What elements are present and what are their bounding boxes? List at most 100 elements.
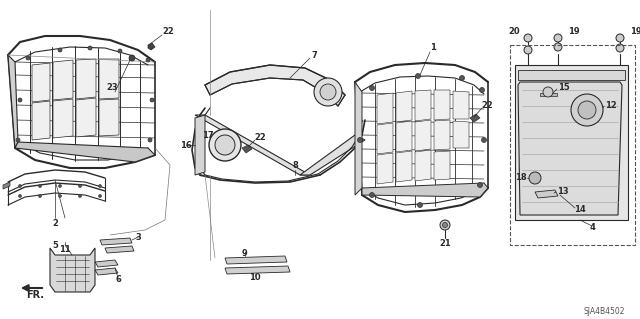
Polygon shape	[76, 59, 96, 99]
Polygon shape	[32, 101, 50, 140]
Text: 23: 23	[106, 84, 118, 93]
Polygon shape	[396, 91, 412, 122]
Circle shape	[79, 195, 81, 197]
Circle shape	[146, 58, 150, 62]
Text: 14: 14	[574, 205, 586, 214]
Text: 12: 12	[605, 100, 617, 109]
Circle shape	[79, 184, 81, 188]
Circle shape	[415, 73, 420, 78]
Polygon shape	[205, 65, 345, 106]
Circle shape	[440, 220, 450, 230]
Polygon shape	[99, 59, 119, 99]
Circle shape	[150, 98, 154, 102]
Polygon shape	[518, 82, 622, 215]
Polygon shape	[535, 190, 558, 198]
Circle shape	[38, 184, 42, 188]
Polygon shape	[453, 121, 469, 148]
Circle shape	[99, 184, 102, 188]
Circle shape	[38, 195, 42, 197]
Circle shape	[209, 129, 241, 161]
Circle shape	[358, 137, 362, 143]
Circle shape	[215, 135, 235, 155]
Circle shape	[481, 137, 486, 143]
Circle shape	[19, 184, 22, 188]
Circle shape	[129, 55, 135, 61]
Polygon shape	[515, 65, 628, 220]
Polygon shape	[76, 98, 96, 137]
Polygon shape	[362, 183, 488, 197]
Polygon shape	[8, 55, 18, 148]
Text: 1: 1	[430, 43, 436, 53]
Circle shape	[571, 94, 603, 126]
Circle shape	[479, 87, 484, 93]
Circle shape	[369, 192, 374, 197]
Text: FR.: FR.	[26, 290, 44, 300]
Polygon shape	[396, 151, 412, 182]
Text: 19: 19	[568, 27, 580, 36]
Text: 22: 22	[481, 100, 493, 109]
Text: 8: 8	[292, 160, 298, 169]
Polygon shape	[53, 60, 73, 100]
Circle shape	[369, 85, 374, 91]
Text: 2: 2	[52, 219, 58, 228]
Polygon shape	[53, 99, 73, 138]
Circle shape	[460, 76, 465, 80]
Circle shape	[578, 101, 596, 119]
Circle shape	[99, 195, 102, 197]
Polygon shape	[100, 238, 132, 245]
Polygon shape	[32, 63, 50, 102]
Polygon shape	[50, 248, 95, 292]
Circle shape	[616, 44, 624, 52]
Circle shape	[417, 203, 422, 207]
Text: 10: 10	[249, 272, 261, 281]
Polygon shape	[300, 135, 365, 175]
Circle shape	[524, 34, 532, 42]
Circle shape	[554, 34, 562, 42]
Text: 15: 15	[558, 84, 570, 93]
Text: 16: 16	[180, 140, 192, 150]
Polygon shape	[105, 246, 134, 253]
Polygon shape	[95, 260, 118, 267]
Polygon shape	[415, 150, 431, 181]
Circle shape	[477, 182, 483, 188]
Text: 17: 17	[202, 130, 214, 139]
Text: 13: 13	[557, 188, 568, 197]
Polygon shape	[195, 115, 205, 175]
Polygon shape	[396, 121, 412, 152]
Circle shape	[543, 87, 553, 97]
Polygon shape	[148, 43, 155, 50]
Circle shape	[58, 184, 61, 188]
Text: 22: 22	[254, 132, 266, 142]
Circle shape	[529, 172, 541, 184]
Polygon shape	[95, 268, 118, 275]
Circle shape	[18, 98, 22, 102]
Circle shape	[58, 195, 61, 197]
Text: 22: 22	[162, 27, 174, 36]
Circle shape	[118, 49, 122, 53]
Polygon shape	[195, 115, 310, 175]
Polygon shape	[540, 93, 557, 96]
Circle shape	[524, 46, 532, 54]
Polygon shape	[225, 256, 287, 264]
Text: 3: 3	[135, 234, 141, 242]
Circle shape	[58, 48, 62, 52]
Polygon shape	[377, 93, 393, 124]
Circle shape	[314, 78, 342, 106]
Polygon shape	[453, 91, 469, 119]
Circle shape	[616, 34, 624, 42]
Circle shape	[26, 56, 30, 60]
Text: 18: 18	[515, 174, 527, 182]
Polygon shape	[434, 151, 450, 180]
Polygon shape	[377, 123, 393, 154]
Text: SJA4B4502: SJA4B4502	[584, 308, 625, 316]
Polygon shape	[355, 82, 362, 195]
Polygon shape	[415, 120, 431, 151]
Polygon shape	[470, 114, 480, 122]
Polygon shape	[242, 145, 252, 153]
Polygon shape	[434, 120, 450, 150]
Text: 4: 4	[589, 224, 595, 233]
Circle shape	[148, 138, 152, 142]
Text: 19: 19	[630, 27, 640, 36]
Polygon shape	[434, 90, 450, 120]
Text: 21: 21	[439, 240, 451, 249]
